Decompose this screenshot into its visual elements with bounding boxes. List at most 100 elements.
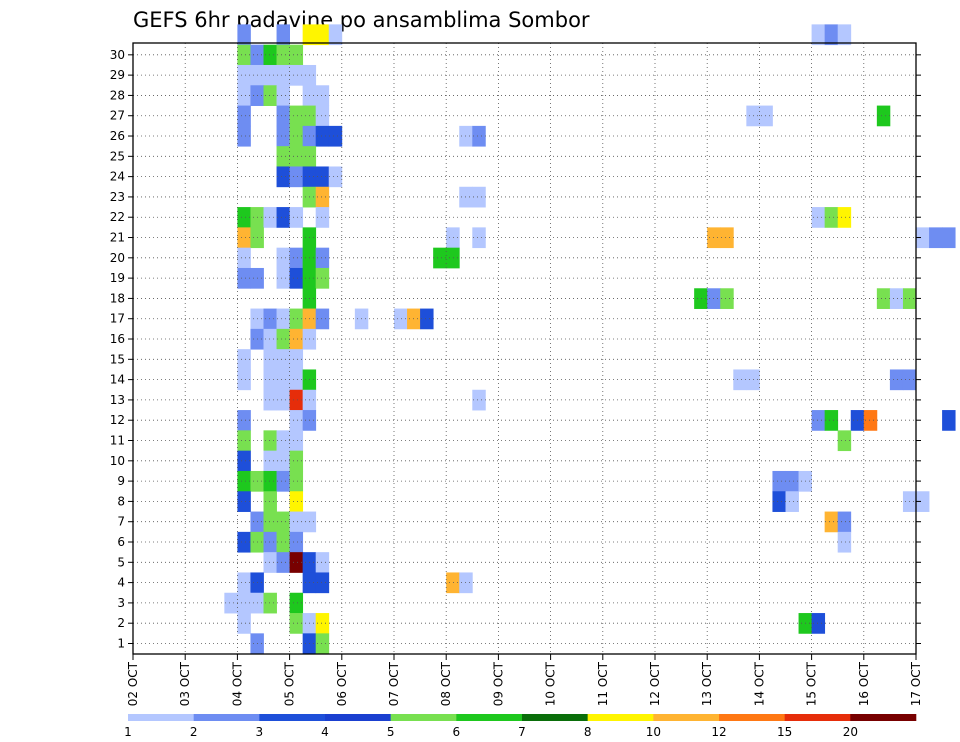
heat-cell [720,288,734,309]
heat-cell [694,288,708,309]
x-tick-label: 14 OCT [752,661,766,706]
y-tick-label: 30 [110,48,125,62]
heat-cell [837,531,852,553]
heat-cell [289,64,304,86]
heat-cell [237,24,251,46]
heat-cell [289,613,304,634]
colorbar-label: 4 [321,725,329,739]
y-tick-label: 24 [110,170,125,184]
heat-cell [276,247,290,269]
heat-cell [276,308,290,330]
heat-cell [289,531,304,553]
heat-cell [237,44,251,66]
heat-cell [315,105,330,127]
heat-cell [889,288,904,309]
y-tick-label: 4 [117,576,125,590]
heat-cell [276,146,290,167]
heat-cell [276,64,290,86]
heat-cell [876,288,891,309]
colorbar: 1 2 3 4 5 6 7 8 10 12 15 20 [124,714,917,739]
y-tick-label: 11 [110,434,125,448]
heat-cell [237,207,251,228]
heat-cell [472,227,486,249]
y-tick-label: 2 [117,616,125,630]
y-tick-label: 16 [110,332,125,346]
heat-cell [263,389,277,411]
y-tick-label: 25 [110,149,125,163]
heat-cell [289,308,304,330]
y-tick-label: 19 [110,271,125,285]
heat-cell [263,592,277,614]
colorbar-label: 5 [387,725,395,739]
x-tick-label: 07 OCT [387,661,401,706]
y-tick-label: 27 [110,109,125,123]
heat-cell [263,470,277,492]
colorbar-label: 7 [518,725,526,739]
x-tick-label: 17 OCT [909,661,923,706]
heat-cell [811,207,826,228]
y-tick-label: 7 [117,515,125,529]
colorbar-label: 10 [646,725,661,739]
colorbar-label: 12 [711,725,726,739]
heat-cell [916,227,930,249]
y-tick-label: 9 [117,474,125,488]
heat-cell [237,491,251,512]
heat-cell [237,430,251,452]
chart-title: GEFS 6hr padavine po ansamblima Sombor [133,8,590,32]
heat-cell [237,267,251,289]
heat-cell [237,592,251,614]
x-axis: 02 OCT 03 OCT 04 OCT 05 OCT 06 OCT 07 OCT 08 O… [126,654,923,706]
heat-cell [446,247,460,269]
colorbar-swatch [850,714,917,721]
heat-cell [237,470,251,492]
y-tick-label: 15 [110,352,125,366]
heat-cell [289,410,304,431]
x-tick-label: 04 OCT [230,661,244,706]
y-tick-label: 26 [110,129,125,143]
y-tick-label: 8 [117,494,125,508]
heat-cell [837,511,852,533]
heat-cell [315,613,330,634]
heat-cell [315,186,330,208]
heat-cell [263,450,277,472]
heat-cell [237,85,251,106]
y-tick-label: 5 [117,555,125,569]
heat-cell [472,125,486,147]
heat-cell [289,552,304,573]
y-tick-label: 14 [110,373,125,387]
heat-cell [772,491,786,512]
heat-cell [237,369,251,391]
colorbar-swatch [653,714,720,721]
heat-cell [237,247,251,269]
heat-cell [237,64,251,86]
y-tick-label: 29 [110,68,125,82]
heat-cell [433,247,447,269]
colorbar-label: 3 [256,725,264,739]
heat-cell [315,85,330,106]
heat-cell [263,531,277,553]
heat-cell [276,450,290,472]
x-tick-label: 16 OCT [857,661,871,706]
heat-cell [276,511,290,533]
heat-cell [315,572,330,594]
heat-cell [276,85,290,106]
heat-cell [916,491,930,512]
heat-cell [276,267,290,289]
colorbar-label: 20 [843,725,858,739]
colorbar-swatch [325,714,391,721]
colorbar-swatch [522,714,588,721]
heat-cell [263,308,277,330]
heat-cell [263,511,277,533]
heat-cell [315,308,330,330]
heat-cell [811,410,826,431]
heat-cell [276,430,290,452]
heat-cell [289,349,304,370]
heat-cell [472,389,486,411]
heat-cell [446,227,460,249]
colorbar-label: 6 [453,725,461,739]
x-tick-label: 09 OCT [491,661,505,706]
heat-cell [772,470,786,492]
x-tick-label: 15 OCT [805,661,819,706]
heat-cell [289,146,304,167]
y-tick-label: 3 [117,596,125,610]
